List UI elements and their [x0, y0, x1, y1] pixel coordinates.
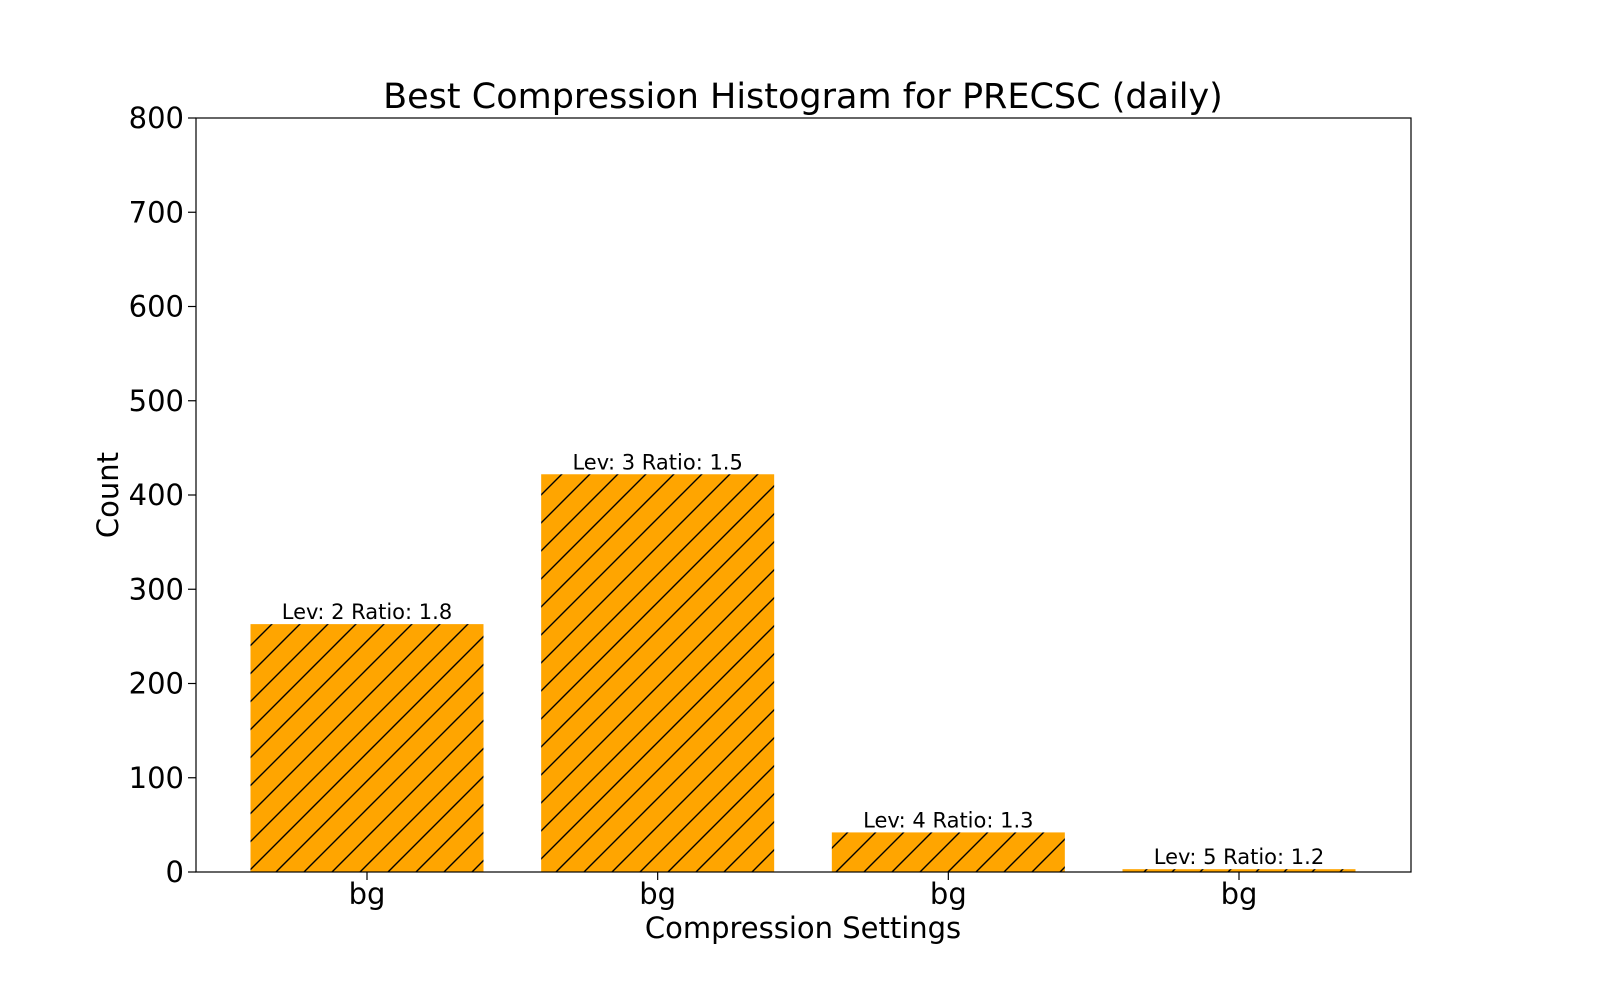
y-tick-label: 100	[129, 761, 184, 795]
x-tick-label: bg	[349, 877, 386, 911]
y-tick-label: 600	[129, 290, 184, 324]
bar-data-label: Lev: 3 Ratio: 1.5	[572, 450, 742, 474]
bar-data-label: Lev: 2 Ratio: 1.8	[282, 600, 452, 624]
bar	[831, 832, 1065, 872]
x-tick-label: bg	[1221, 877, 1258, 911]
y-tick-label: 300	[129, 572, 184, 606]
x-tick-label: bg	[930, 877, 967, 911]
y-axis-label: Count	[91, 452, 125, 538]
bar-data-label: Lev: 5 Ratio: 1.2	[1154, 845, 1324, 869]
y-tick-label: 700	[129, 195, 184, 229]
bar	[250, 624, 484, 872]
x-axis-label: Compression Settings	[645, 911, 961, 945]
y-tick-label: 0	[166, 855, 184, 889]
y-tick-label: 800	[129, 101, 184, 135]
chart-title: Best Compression Histogram for PRECSC (d…	[383, 77, 1223, 117]
bar	[541, 474, 775, 872]
bars-group: Lev: 2 Ratio: 1.8 Lev: 3 Ratio: 1.5 Lev: 4…	[250, 450, 1356, 872]
bar	[1122, 869, 1356, 872]
y-tick-label: 400	[129, 478, 184, 512]
y-tick-label: 500	[129, 384, 184, 418]
y-tick-label: 200	[129, 667, 184, 701]
y-axis: 0 100 200 300 400 500 600 700 800	[129, 101, 196, 889]
bar-data-label: Lev: 4 Ratio: 1.3	[863, 808, 1033, 832]
x-axis: bg bg bg bg	[349, 872, 1258, 911]
x-tick-label: bg	[639, 877, 676, 911]
